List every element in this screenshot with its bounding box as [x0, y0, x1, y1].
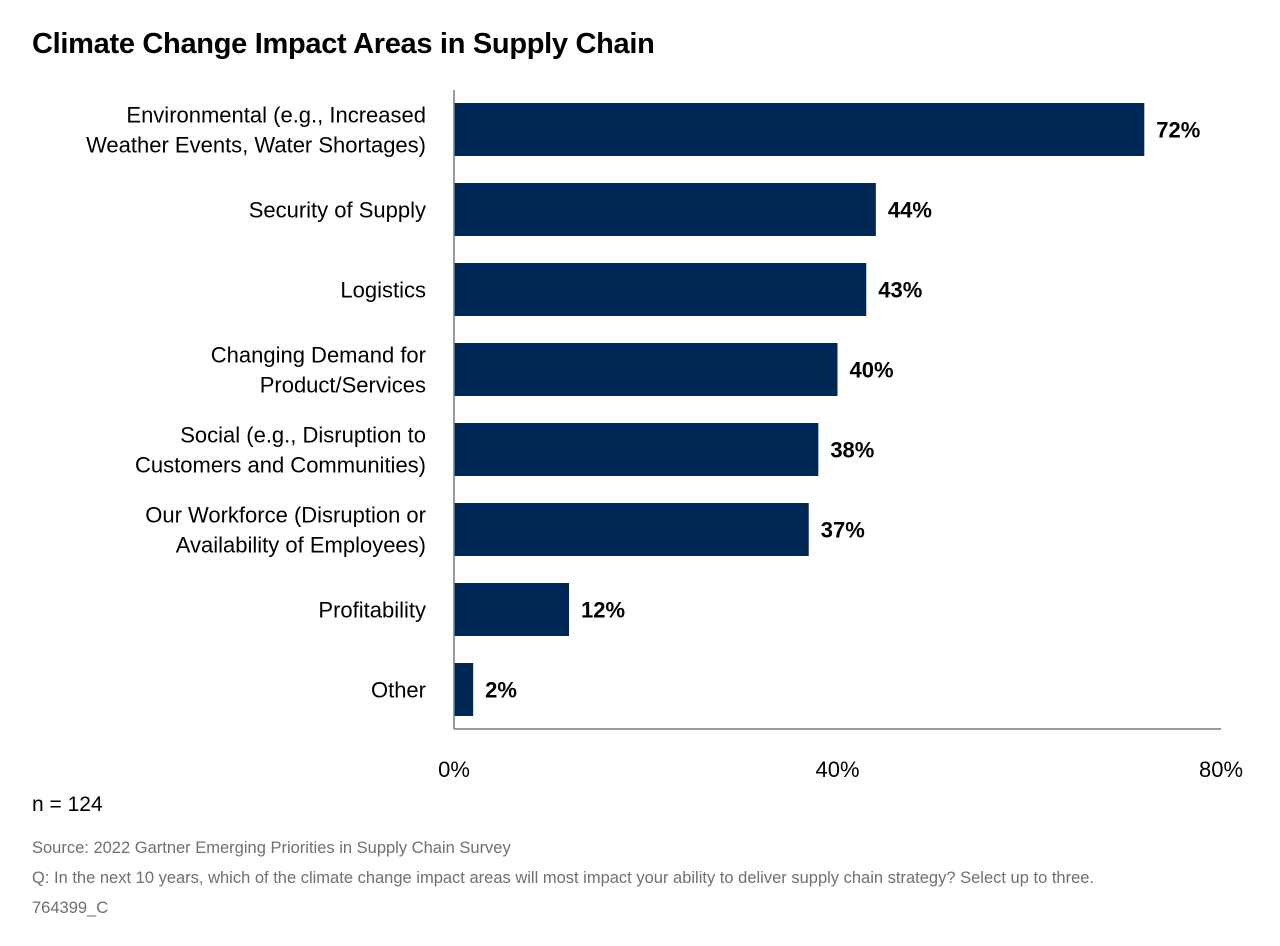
x-tick-label: 40% — [815, 757, 859, 782]
category-label: Weather Events, Water Shortages) — [86, 133, 426, 158]
bar — [454, 343, 838, 396]
bar — [454, 663, 474, 716]
bar — [454, 583, 570, 636]
category-label: Other — [371, 678, 426, 703]
data-label: 43% — [878, 278, 922, 303]
chart-id: 764399_C — [32, 899, 109, 917]
category-label: Availability of Employees) — [176, 533, 426, 558]
category-label: Social (e.g., Disruption to — [180, 423, 426, 448]
source-note: Source: 2022 Gartner Emerging Priorities… — [32, 839, 511, 857]
x-tick-label: 0% — [438, 757, 470, 782]
category-label: Our Workforce (Disruption or — [145, 503, 426, 528]
data-label: 2% — [485, 678, 517, 703]
bar — [454, 263, 867, 316]
category-label: Product/Services — [260, 373, 426, 398]
chart-title: Climate Change Impact Areas in Supply Ch… — [32, 28, 655, 60]
category-label: Changing Demand for — [211, 343, 426, 368]
bar — [454, 423, 819, 476]
data-label: 38% — [830, 438, 874, 463]
category-label: Customers and Communities) — [135, 453, 426, 478]
bar — [454, 103, 1145, 156]
category-label: Environmental (e.g., Increased — [126, 103, 426, 128]
data-label: 40% — [850, 358, 894, 383]
data-label: 44% — [888, 198, 932, 223]
data-label: 72% — [1156, 118, 1200, 143]
data-label: 12% — [581, 598, 625, 623]
x-tick-label: 80% — [1199, 757, 1243, 782]
category-label: Logistics — [340, 278, 426, 303]
data-label: 37% — [821, 518, 865, 543]
bar — [454, 183, 876, 236]
category-label: Profitability — [318, 598, 426, 623]
category-label: Security of Supply — [249, 198, 426, 223]
question-note: Q: In the next 10 years, which of the cl… — [32, 869, 1095, 887]
sample-size: n = 124 — [32, 793, 103, 816]
bar — [454, 503, 809, 556]
